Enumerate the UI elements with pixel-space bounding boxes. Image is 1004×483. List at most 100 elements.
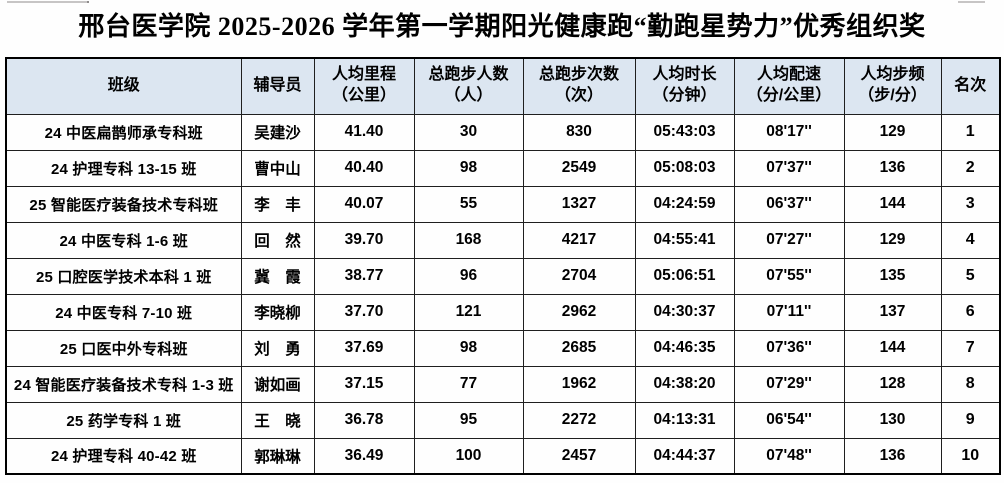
cell-avg-pace: 06'37'' bbox=[733, 185, 845, 223]
cell-counselor: 冀 霞 bbox=[240, 257, 315, 295]
cell-total-runners: 96 bbox=[413, 257, 524, 295]
cell-counselor: 回 然 bbox=[240, 221, 315, 259]
cell-rank: 6 bbox=[940, 293, 1001, 331]
table-row: 24 中医专科 7-10 班李晓柳 37.70 121 2962 04:30:37 07'… bbox=[5, 293, 1001, 331]
cell-total-runners: 77 bbox=[413, 365, 524, 403]
cell-total-runs: 830 bbox=[522, 113, 636, 151]
cell-total-runs: 2704 bbox=[522, 257, 636, 295]
cell-avg-duration: 04:44:37 bbox=[634, 437, 735, 475]
cell-avg-cadence: 137 bbox=[843, 293, 942, 331]
table-row: 25 口医中外专科班刘 勇 37.69 98 2685 04:46:35 07'36'' 1… bbox=[5, 329, 1001, 367]
cell-avg-cadence: 144 bbox=[843, 329, 942, 367]
cell-avg-cadence: 130 bbox=[843, 401, 942, 439]
cell-total-runners: 121 bbox=[413, 293, 524, 331]
column-header-total_runs: 总跑步次数 （次） bbox=[522, 57, 636, 115]
cell-total-runs: 1327 bbox=[522, 185, 636, 223]
cell-avg-distance-km: 36.78 bbox=[313, 401, 415, 439]
column-header-counselor: 辅导员 bbox=[240, 57, 315, 115]
cell-rank: 9 bbox=[940, 401, 1001, 439]
cell-avg-distance-km: 37.70 bbox=[313, 293, 415, 331]
table-row: 25 口腔医学技术本科 1 班冀 霞 38.77 96 2704 05:06:51 07'… bbox=[5, 257, 1001, 295]
column-header-total_runners: 总跑步人数 （人） bbox=[413, 57, 524, 115]
table-row: 25 药学专科 1 班王 晓 36.78 95 2272 04:13:31 06'54''… bbox=[5, 401, 1001, 439]
cell-counselor: 李晓柳 bbox=[240, 293, 315, 331]
column-header-class: 班级 bbox=[5, 57, 242, 115]
cell-avg-duration: 04:55:41 bbox=[634, 221, 735, 259]
cell-avg-distance-km: 40.07 bbox=[313, 185, 415, 223]
cell-avg-distance-km: 38.77 bbox=[313, 257, 415, 295]
cell-avg-duration: 04:13:31 bbox=[634, 401, 735, 439]
cell-counselor: 李 丰 bbox=[240, 185, 315, 223]
page-title: 邢台医学院 2025-2026 学年第一学期阳光健康跑“勤跑星势力”优秀组织奖 bbox=[78, 12, 926, 41]
cell-avg-distance-km: 41.40 bbox=[313, 113, 415, 151]
cell-class: 24 智能医疗装备技术专科 1-3 班 bbox=[5, 365, 242, 403]
cell-avg-cadence: 129 bbox=[843, 113, 942, 151]
cell-avg-cadence: 144 bbox=[843, 185, 942, 223]
crop-artifact-right bbox=[958, 1, 985, 3]
cell-total-runs: 2962 bbox=[522, 293, 636, 331]
cell-avg-duration: 04:30:37 bbox=[634, 293, 735, 331]
cell-class: 24 中医专科 1-6 班 bbox=[5, 221, 242, 259]
cell-rank: 7 bbox=[940, 329, 1001, 367]
cell-class: 25 药学专科 1 班 bbox=[5, 401, 242, 439]
cell-counselor: 郭琳琳 bbox=[240, 437, 315, 475]
cell-avg-duration: 04:38:20 bbox=[634, 365, 735, 403]
cell-counselor: 王 晓 bbox=[240, 401, 315, 439]
cell-avg-pace: 06'54'' bbox=[733, 401, 845, 439]
cell-total-runners: 98 bbox=[413, 329, 524, 367]
cell-avg-duration: 05:06:51 bbox=[634, 257, 735, 295]
cell-avg-pace: 07'36'' bbox=[733, 329, 845, 367]
table-row: 24 护理专科 13-15 班曹中山 40.40 98 2549 05:08:03 07'… bbox=[5, 149, 1001, 187]
cell-avg-cadence: 135 bbox=[843, 257, 942, 295]
cell-total-runners: 95 bbox=[413, 401, 524, 439]
cell-avg-duration: 05:43:03 bbox=[634, 113, 735, 151]
column-header-avg_cadence: 人均步频 （步/分） bbox=[843, 57, 942, 115]
column-header-rank: 名次 bbox=[940, 57, 1001, 115]
cell-avg-duration: 04:46:35 bbox=[634, 329, 735, 367]
cell-total-runs: 2549 bbox=[522, 149, 636, 187]
cell-avg-cadence: 136 bbox=[843, 437, 942, 475]
cell-counselor: 吴建沙 bbox=[240, 113, 315, 151]
table-row: 24 中医扁鹊师承专科班 吴建沙 41.40 30 830 05:43:03 08'17''… bbox=[5, 113, 1001, 151]
cell-avg-pace: 07'29'' bbox=[733, 365, 845, 403]
cell-avg-distance-km: 39.70 bbox=[313, 221, 415, 259]
cell-total-runners: 168 bbox=[413, 221, 524, 259]
cell-total-runners: 98 bbox=[413, 149, 524, 187]
cell-avg-pace: 07'55'' bbox=[733, 257, 845, 295]
cell-avg-distance-km: 36.49 bbox=[313, 437, 415, 475]
cell-counselor: 刘 勇 bbox=[240, 329, 315, 367]
cell-rank: 2 bbox=[940, 149, 1001, 187]
cell-rank: 10 bbox=[940, 437, 1001, 475]
cell-avg-duration: 04:24:59 bbox=[634, 185, 735, 223]
table-header-row: 班级 辅导员 人均里程 （公里） 总跑步人数 （人） 总跑步次数 （次） 人均时长 （分钟… bbox=[5, 57, 1001, 115]
cell-rank: 1 bbox=[940, 113, 1001, 151]
cell-total-runners: 55 bbox=[413, 185, 524, 223]
cell-total-runs: 2685 bbox=[522, 329, 636, 367]
cell-rank: 8 bbox=[940, 365, 1001, 403]
cell-avg-distance-km: 37.69 bbox=[313, 329, 415, 367]
award-table: 班级 辅导员 人均里程 （公里） 总跑步人数 （人） 总跑步次数 （次） 人均时长 （分钟… bbox=[5, 57, 1001, 475]
cell-class: 24 中医扁鹊师承专科班 bbox=[5, 113, 242, 151]
cell-avg-pace: 07'27'' bbox=[733, 221, 845, 259]
cell-avg-cadence: 128 bbox=[843, 365, 942, 403]
cell-counselor: 曹中山 bbox=[240, 149, 315, 187]
column-header-avg_duration: 人均时长 （分钟） bbox=[634, 57, 735, 115]
cell-total-runners: 30 bbox=[413, 113, 524, 151]
cell-class: 24 中医专科 7-10 班 bbox=[5, 293, 242, 331]
cell-class: 24 护理专科 13-15 班 bbox=[5, 149, 242, 187]
table-head: 班级 辅导员 人均里程 （公里） 总跑步人数 （人） 总跑步次数 （次） 人均时长 （分钟… bbox=[5, 57, 1001, 115]
cell-total-runners: 100 bbox=[413, 437, 524, 475]
cell-avg-duration: 05:08:03 bbox=[634, 149, 735, 187]
table-row: 24 智能医疗装备技术专科 1-3 班谢如画 37.15 77 1962 04:38:2… bbox=[5, 365, 1001, 403]
cell-rank: 3 bbox=[940, 185, 1001, 223]
cell-avg-pace: 08'17'' bbox=[733, 113, 845, 151]
cell-avg-cadence: 136 bbox=[843, 149, 942, 187]
cell-avg-distance-km: 40.40 bbox=[313, 149, 415, 187]
cell-class: 25 口医中外专科班 bbox=[5, 329, 242, 367]
cell-avg-pace: 07'48'' bbox=[733, 437, 845, 475]
cell-class: 24 护理专科 40-42 班 bbox=[5, 437, 242, 475]
cell-class: 25 智能医疗装备技术专科班 bbox=[5, 185, 242, 223]
column-header-avg_distance_km: 人均里程 （公里） bbox=[313, 57, 415, 115]
cell-avg-cadence: 129 bbox=[843, 221, 942, 259]
